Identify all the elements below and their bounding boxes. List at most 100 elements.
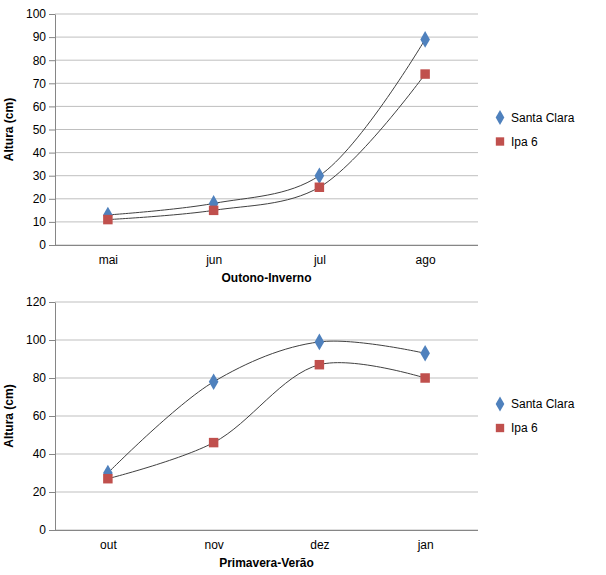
legend-marker	[496, 110, 505, 125]
tick: 100	[26, 333, 55, 347]
tick-mark	[49, 530, 55, 531]
marker	[209, 373, 219, 390]
legend-marker	[496, 396, 505, 411]
tick-label: nov	[204, 538, 223, 552]
legend-marker	[496, 137, 504, 145]
chart-panel: 020406080100120outnovdezjanPrimavera-Ver…	[2, 295, 575, 570]
tick-mark	[49, 340, 55, 341]
tick-mark	[49, 37, 55, 38]
y-axis-title: Altura (cm)	[2, 98, 16, 161]
grid-line	[55, 530, 478, 531]
tick-label: 70	[33, 77, 47, 91]
legend-label: Ipa 6	[511, 135, 538, 149]
axis-line	[55, 303, 56, 531]
tick: 70	[33, 77, 55, 91]
tick-mark	[49, 416, 55, 417]
marker	[420, 345, 430, 362]
tick-mark	[49, 454, 55, 455]
tick-mark	[49, 106, 55, 107]
tick-label: 20	[33, 485, 47, 499]
tick-label: 30	[33, 169, 47, 183]
marker	[420, 69, 429, 78]
tick-mark	[49, 492, 55, 493]
grid-line	[55, 378, 478, 379]
legend: Santa Clara Ipa 6	[496, 110, 575, 149]
grid-line	[55, 129, 478, 130]
tick: 40	[33, 447, 55, 461]
tick-mark	[49, 176, 55, 177]
grid-line	[55, 340, 478, 341]
tick: jun	[205, 245, 222, 267]
marker	[209, 438, 218, 447]
tick-label: jan	[417, 538, 434, 552]
marker	[420, 373, 429, 382]
axis-line	[55, 245, 478, 246]
tick: mai	[99, 245, 118, 267]
tick: nov	[204, 530, 223, 552]
tick-label: 10	[33, 215, 47, 229]
tick-label: 40	[33, 447, 47, 461]
tick: 60	[33, 409, 55, 423]
tick-mark	[49, 302, 55, 303]
tick-label: 80	[33, 54, 47, 68]
tick-label: 100	[26, 7, 46, 21]
axis-line	[55, 15, 56, 246]
tick-mark	[49, 153, 55, 154]
grid-line	[55, 37, 478, 38]
grid-line	[55, 83, 478, 84]
tick-label: 120	[26, 295, 46, 309]
plot-marks	[103, 31, 430, 224]
tick: 30	[33, 169, 55, 183]
tick-mark	[49, 378, 55, 379]
tick-label: 90	[33, 30, 47, 44]
grid-line	[55, 492, 478, 493]
y-axis: 0 20 40 60 80 100 120	[26, 295, 56, 537]
grid-line	[55, 198, 478, 199]
series-line	[108, 363, 425, 479]
marker	[103, 474, 112, 483]
marker	[209, 206, 218, 215]
tick-mark	[49, 14, 55, 15]
marker	[103, 215, 112, 224]
tick-label: 60	[33, 100, 47, 114]
series-line	[108, 341, 425, 473]
tick-label: 80	[33, 371, 47, 385]
tick: 90	[33, 30, 55, 44]
tick-label: out	[100, 538, 117, 552]
tick-label: 50	[33, 123, 47, 137]
tick: jul	[313, 245, 326, 267]
tick: 10	[33, 215, 55, 229]
tick-label: 0	[39, 523, 46, 537]
tick: 20	[33, 192, 55, 206]
tick: ago	[416, 245, 436, 267]
chart-panel: 0102030405060708090100maijunjulagoOutono…	[2, 7, 575, 285]
legend: Santa Clara Ipa 6	[496, 396, 575, 435]
grid-line	[55, 245, 478, 246]
tick: 80	[33, 54, 55, 68]
y-axis-title: Altura (cm)	[2, 384, 16, 447]
tick-label: dez	[310, 538, 329, 552]
tick: dez	[310, 530, 329, 552]
grid-line	[55, 302, 478, 303]
tick-label: jun	[205, 253, 222, 267]
legend-label: Ipa 6	[511, 421, 538, 435]
tick: 60	[33, 100, 55, 114]
grid-line	[55, 14, 478, 15]
axis-line	[55, 530, 478, 531]
marker	[315, 167, 325, 184]
grid-line	[55, 454, 478, 455]
marker	[420, 31, 430, 48]
tick: out	[100, 530, 117, 552]
tick-label: 20	[33, 192, 47, 206]
tick: 50	[33, 123, 55, 137]
tick-label: jul	[313, 253, 326, 267]
tick-label: 100	[26, 333, 46, 347]
grid-line	[55, 175, 478, 176]
legend-label: Santa Clara	[511, 111, 575, 125]
grid-line	[55, 221, 478, 222]
canvas: 0102030405060708090100maijunjulagoOutono…	[0, 0, 606, 575]
grid-line	[55, 416, 478, 417]
legend-label: Santa Clara	[511, 397, 575, 411]
tick-label: ago	[416, 253, 436, 267]
legend-marker	[496, 424, 504, 432]
